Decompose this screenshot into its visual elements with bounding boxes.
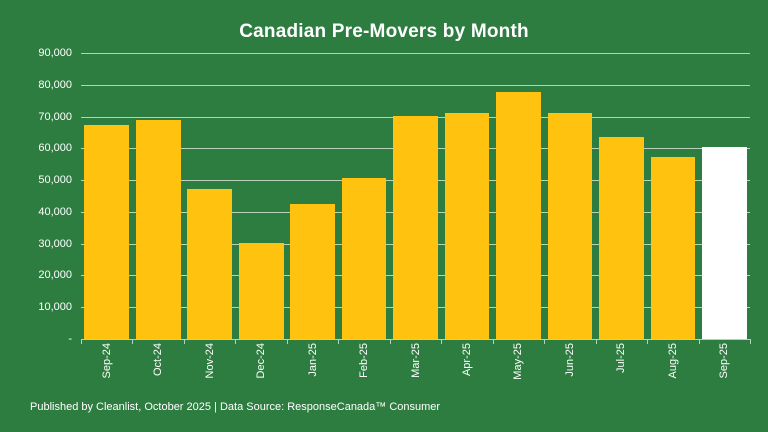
x-axis-tick-9 [544, 339, 546, 344]
x-axis-tick-6 [389, 339, 391, 344]
y-tick-label-90000: 90,000 [38, 47, 72, 59]
bar-Apr-25 [444, 113, 490, 339]
x-label-cell-Dec-24: Dec-24 [235, 343, 286, 401]
footer-credit: Published by Cleanlist, October 2025 | D… [30, 401, 441, 413]
bar-cell-Aug-25 [647, 53, 698, 339]
y-tick-label-30000: 30,000 [38, 237, 72, 250]
bar-Jul-25 [599, 137, 644, 339]
x-label-cell-Aug-25: Aug-25 [647, 343, 698, 401]
y-tick-label-50000: 50,000 [38, 174, 72, 187]
x-axis-tick-0 [81, 339, 82, 344]
x-tick-label-Dec-24: Dec-24 [255, 343, 268, 379]
x-label-cell-Jul-25: Jul-25 [596, 343, 647, 401]
bar-cell-Jan-25 [287, 53, 338, 339]
bar-Feb-25 [341, 178, 387, 339]
x-label-cell-Mar-25: Mar-25 [390, 343, 441, 401]
x-tick-label-Nov-24: Nov-24 [203, 343, 216, 379]
bar-cell-Feb-25 [338, 53, 389, 339]
bar-Aug-25 [650, 156, 696, 339]
x-label-cell-Feb-25: Feb-25 [338, 343, 389, 401]
x-tick-label-May-25: May-25 [512, 343, 525, 380]
x-axis-tick-11 [647, 339, 649, 344]
x-axis-labels: Sep-24 Oct-24 Nov-24 Dec-24 Jan-25 Feb-25 Mar-… [81, 343, 750, 401]
x-tick-label-Apr-25: Apr-25 [461, 343, 474, 377]
bar-Nov-24 [187, 189, 233, 339]
x-axis-tick-1 [132, 339, 134, 344]
x-label-cell-Sep-25: Sep-25 [699, 343, 750, 401]
bar-cell-Sep-25 [699, 53, 750, 339]
x-tick-label-Feb-25: Feb-25 [358, 343, 371, 378]
y-tick-label-0: - [68, 333, 72, 345]
x-axis-tick-8 [492, 339, 494, 344]
x-axis-tick-10 [595, 339, 597, 344]
x-tick-label-Sep-24: Sep-24 [100, 343, 113, 379]
bar-cell-Jun-25 [544, 53, 595, 339]
x-tick-label-Jul-25: Jul-25 [615, 343, 628, 373]
x-label-cell-Jan-25: Jan-25 [287, 343, 338, 401]
x-axis-tick-2 [183, 339, 185, 344]
y-tick-label-10000: 10,000 [38, 301, 72, 314]
bar-cell-Jul-25 [596, 53, 647, 339]
x-label-cell-Jun-25: Jun-25 [544, 343, 595, 401]
y-tick-label-70000: 70,000 [38, 110, 72, 123]
bar-cell-Apr-25 [441, 53, 492, 339]
plot-area [81, 53, 751, 344]
x-axis-tick-7 [441, 339, 443, 344]
x-label-cell-Apr-25: Apr-25 [441, 343, 492, 401]
gridline-80000 [81, 84, 750, 86]
x-tick-label-Oct-24: Oct-24 [152, 343, 165, 377]
bar-Jan-25 [290, 203, 335, 339]
x-axis-tick-13 [750, 339, 751, 344]
x-axis-tick-3 [235, 339, 237, 344]
y-tick-label-60000: 60,000 [38, 142, 72, 155]
y-axis-labels: - 10,000 20,000 30,000 40,000 50,000 60,000 70,… [0, 47, 72, 345]
x-axis-tick-4 [286, 339, 288, 344]
x-tick-label-Jan-25: Jan-25 [306, 343, 319, 377]
x-label-cell-Oct-24: Oct-24 [132, 343, 183, 401]
x-label-cell-Nov-24: Nov-24 [184, 343, 235, 401]
x-tick-label-Sep-25: Sep-25 [718, 343, 731, 379]
bar-Sep-25 [701, 147, 747, 339]
x-label-cell-Sep-24: Sep-24 [81, 343, 132, 401]
bar-Jun-25 [547, 112, 593, 339]
bar-Sep-24 [84, 124, 130, 339]
bar-cell-Mar-25 [390, 53, 441, 339]
bar-cell-Dec-24 [235, 53, 286, 339]
bar-cell-Sep-24 [81, 53, 132, 339]
bar-cell-Oct-24 [132, 53, 183, 339]
chart-title: Canadian Pre-Movers by Month [239, 21, 529, 42]
bar-cell-May-25 [493, 53, 544, 339]
bar-Dec-24 [238, 242, 284, 339]
x-axis-tick-12 [698, 339, 700, 344]
x-tick-label-Mar-25: Mar-25 [409, 343, 422, 378]
bars-row [81, 53, 750, 339]
x-tick-label-Jun-25: Jun-25 [563, 343, 576, 377]
x-axis-tick-5 [338, 339, 340, 344]
bar-cell-Nov-24 [184, 53, 235, 339]
x-tick-label-Aug-25: Aug-25 [666, 343, 679, 379]
bar-May-25 [496, 92, 541, 339]
y-tick-label-40000: 40,000 [38, 205, 72, 218]
x-label-cell-May-25: May-25 [493, 343, 544, 401]
bar-Mar-25 [393, 115, 438, 339]
bar-Oct-24 [135, 119, 181, 339]
y-tick-label-20000: 20,000 [38, 269, 72, 282]
gridline-90000 [81, 53, 750, 54]
y-tick-label-80000: 80,000 [38, 78, 72, 91]
